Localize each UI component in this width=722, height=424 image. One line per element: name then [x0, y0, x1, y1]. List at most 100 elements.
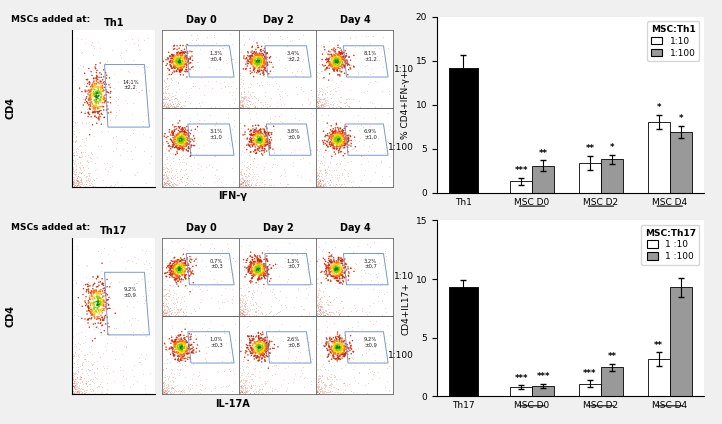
- Point: [183, 345, 195, 351]
- Point: [169, 58, 180, 65]
- Point: [344, 87, 355, 94]
- Point: [180, 131, 192, 137]
- Point: [341, 137, 352, 143]
- Point: [211, 65, 222, 72]
- Point: [239, 273, 251, 280]
- Point: [92, 370, 103, 377]
- Point: [262, 265, 274, 271]
- Point: [245, 264, 257, 271]
- Point: [336, 54, 348, 61]
- Point: [167, 262, 178, 269]
- Point: [254, 272, 266, 279]
- Point: [178, 276, 189, 283]
- Point: [256, 137, 268, 144]
- Point: [251, 53, 263, 59]
- Point: [318, 96, 329, 103]
- Point: [326, 59, 337, 66]
- Point: [207, 42, 219, 48]
- Point: [97, 305, 108, 312]
- Point: [230, 391, 241, 397]
- Point: [318, 181, 329, 188]
- Point: [260, 100, 271, 107]
- Point: [87, 86, 99, 93]
- Point: [174, 67, 186, 74]
- Point: [177, 139, 188, 146]
- Point: [173, 139, 185, 146]
- Point: [175, 391, 186, 397]
- Point: [335, 51, 347, 58]
- Point: [329, 344, 340, 351]
- Point: [69, 157, 81, 164]
- Point: [236, 179, 248, 186]
- Point: [92, 300, 103, 307]
- Point: [244, 340, 256, 346]
- Point: [295, 312, 307, 319]
- Point: [183, 120, 194, 127]
- Point: [341, 140, 352, 147]
- Point: [264, 144, 276, 151]
- Point: [336, 351, 347, 358]
- Point: [161, 103, 173, 110]
- Point: [170, 123, 182, 130]
- Point: [247, 132, 258, 139]
- Point: [173, 341, 185, 348]
- Point: [170, 104, 181, 111]
- Point: [75, 154, 87, 161]
- Point: [165, 345, 177, 352]
- Point: [258, 351, 270, 357]
- Point: [240, 181, 251, 188]
- Point: [171, 266, 183, 273]
- Point: [334, 337, 345, 343]
- Point: [237, 311, 248, 318]
- Point: [178, 137, 189, 144]
- Point: [172, 141, 183, 148]
- Point: [186, 376, 198, 383]
- Point: [251, 131, 263, 138]
- Point: [334, 62, 346, 69]
- Point: [159, 379, 170, 386]
- Point: [239, 391, 251, 397]
- Point: [348, 52, 360, 59]
- Point: [181, 67, 193, 73]
- Point: [241, 164, 253, 170]
- Point: [234, 307, 245, 314]
- Point: [259, 343, 271, 349]
- Point: [71, 176, 82, 183]
- Point: [256, 272, 267, 279]
- Point: [186, 331, 197, 338]
- Point: [162, 388, 173, 395]
- Point: [76, 347, 87, 354]
- Point: [245, 344, 257, 351]
- Point: [203, 53, 214, 60]
- Point: [157, 96, 168, 103]
- Point: [171, 273, 183, 280]
- Point: [359, 89, 370, 95]
- Point: [341, 348, 352, 355]
- Point: [161, 165, 173, 171]
- Point: [87, 300, 98, 307]
- Point: [325, 263, 336, 270]
- Point: [316, 68, 328, 75]
- Point: [335, 56, 347, 62]
- Point: [323, 48, 334, 55]
- Point: [128, 254, 139, 260]
- Point: [236, 388, 248, 395]
- Point: [203, 64, 214, 71]
- Point: [334, 49, 346, 56]
- Point: [260, 54, 271, 61]
- Point: [311, 168, 323, 175]
- Point: [178, 251, 189, 258]
- Point: [157, 282, 169, 288]
- Point: [335, 103, 347, 110]
- Point: [183, 138, 195, 145]
- Point: [71, 177, 82, 184]
- Point: [335, 268, 347, 274]
- Point: [169, 265, 180, 272]
- Text: Day 0: Day 0: [186, 223, 217, 233]
- Point: [311, 73, 323, 80]
- Point: [253, 344, 265, 351]
- Point: [333, 310, 344, 317]
- Point: [79, 390, 90, 397]
- Point: [102, 379, 113, 386]
- Point: [256, 82, 268, 89]
